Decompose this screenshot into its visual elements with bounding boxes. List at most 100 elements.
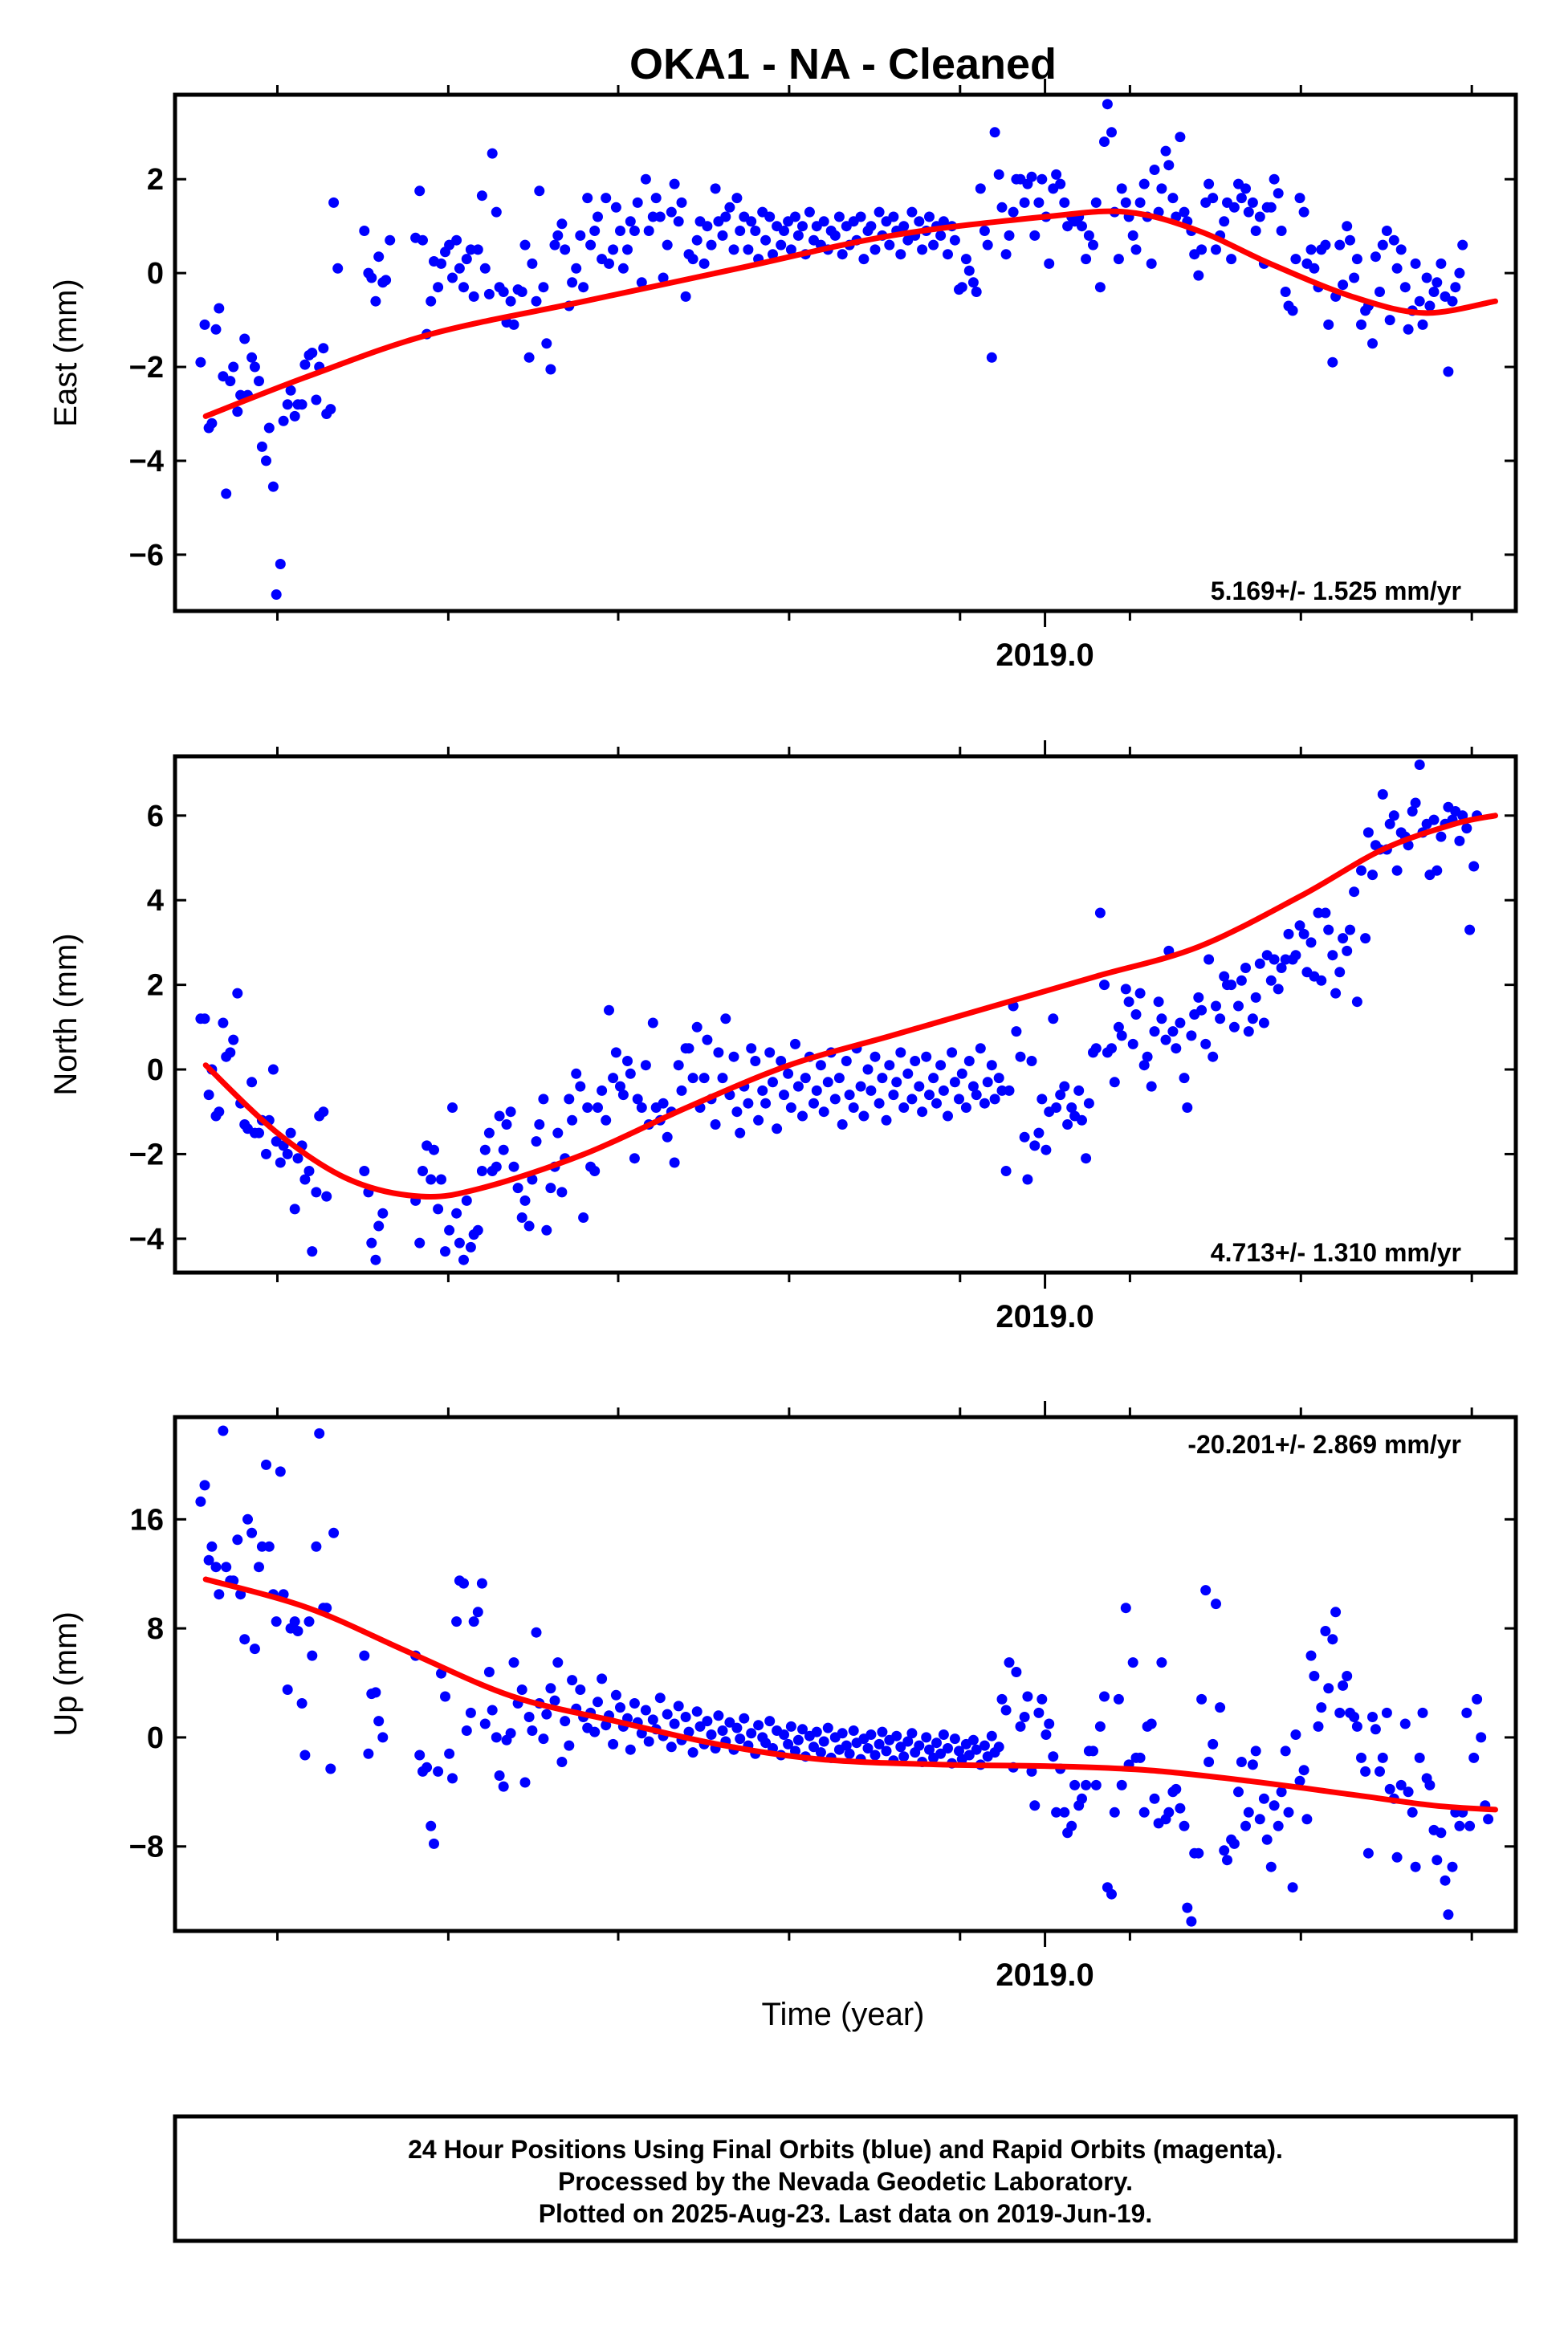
east-data-point bbox=[296, 399, 307, 410]
up-rate-label: -20.201+/- 2.869 mm/yr bbox=[1187, 1430, 1461, 1459]
east-data-point bbox=[979, 226, 990, 236]
north-data-point bbox=[491, 1161, 502, 1172]
north-data-point bbox=[1004, 1085, 1015, 1096]
east-data-point bbox=[837, 249, 848, 260]
north-data-point bbox=[292, 1153, 303, 1164]
east-data-point bbox=[1391, 263, 1403, 274]
north-data-point bbox=[1338, 933, 1349, 944]
up-data-point bbox=[221, 1562, 232, 1573]
up-data-point bbox=[1099, 1691, 1110, 1702]
up-data-point bbox=[1127, 1657, 1138, 1668]
up-data-point bbox=[303, 1616, 315, 1627]
east-data-point bbox=[1305, 244, 1317, 255]
east-data-point bbox=[1127, 230, 1138, 241]
up-data-point bbox=[1356, 1752, 1366, 1763]
up-data-point bbox=[597, 1673, 608, 1684]
up-data-point bbox=[422, 1762, 433, 1773]
north-data-point bbox=[829, 1094, 841, 1105]
east-data-point bbox=[1276, 226, 1287, 236]
north-data-point bbox=[764, 1047, 776, 1058]
north-data-point bbox=[1113, 1021, 1124, 1033]
up-data-point bbox=[841, 1740, 852, 1751]
north-data-point bbox=[797, 1110, 808, 1122]
up-data-point bbox=[195, 1496, 206, 1507]
up-data-point bbox=[654, 1693, 666, 1704]
north-rate-label: 4.713+/- 1.310 mm/yr bbox=[1211, 1238, 1461, 1267]
north-data-point bbox=[1219, 971, 1230, 982]
north-data-point bbox=[746, 1043, 757, 1054]
north-data-point bbox=[717, 1073, 728, 1084]
north-ytick-label: 0 bbox=[147, 1053, 164, 1087]
east-data-point bbox=[1088, 239, 1098, 251]
up-data-point bbox=[1196, 1693, 1208, 1705]
up-data-point bbox=[314, 1428, 325, 1439]
up-data-point bbox=[1313, 1721, 1324, 1732]
up-data-point bbox=[625, 1744, 636, 1755]
north-data-point bbox=[282, 1148, 293, 1159]
east-data-point bbox=[855, 211, 866, 222]
up-data-point bbox=[610, 1689, 621, 1701]
north-data-point bbox=[790, 1038, 800, 1049]
east-data-point bbox=[1019, 197, 1030, 208]
up-data-point bbox=[275, 1466, 286, 1477]
north-data-point bbox=[318, 1106, 329, 1118]
up-data-point bbox=[545, 1683, 556, 1694]
north-data-point bbox=[1081, 1153, 1092, 1164]
up-data-point bbox=[1417, 1707, 1428, 1718]
north-xtick-label: 2019.0 bbox=[996, 1299, 1094, 1334]
east-data-point bbox=[1349, 272, 1360, 283]
east-data-point bbox=[865, 221, 877, 232]
up-data-point bbox=[487, 1705, 498, 1716]
up-data-point bbox=[465, 1707, 476, 1718]
up-data-point bbox=[519, 1777, 531, 1788]
up-data-point bbox=[1200, 1585, 1212, 1596]
east-data-point bbox=[271, 589, 282, 600]
north-data-point bbox=[702, 1034, 713, 1045]
east-data-point bbox=[720, 211, 731, 222]
up-data-point bbox=[1454, 1820, 1465, 1831]
up-data-point bbox=[1236, 1757, 1247, 1767]
north-data-point bbox=[1330, 988, 1342, 999]
east-data-point bbox=[1351, 254, 1362, 265]
up-data-point bbox=[979, 1740, 990, 1751]
north-data-point bbox=[199, 1013, 210, 1024]
east-data-point bbox=[1247, 197, 1258, 208]
north-data-point bbox=[1055, 1090, 1066, 1101]
north-data-point bbox=[589, 1166, 601, 1176]
east-data-point bbox=[1090, 197, 1102, 208]
north-data-point bbox=[615, 1081, 625, 1092]
up-data-point bbox=[1476, 1732, 1487, 1743]
north-data-point bbox=[519, 1195, 531, 1206]
east-data-point bbox=[261, 455, 271, 466]
north-data-point bbox=[444, 1224, 455, 1236]
east-data-point bbox=[267, 481, 279, 492]
north-data-point bbox=[1436, 831, 1447, 842]
north-data-point bbox=[1349, 886, 1360, 898]
north-data-point bbox=[1280, 954, 1291, 965]
up-data-point bbox=[1163, 1807, 1175, 1818]
north-data-point bbox=[914, 1081, 925, 1092]
east-rate-label: 5.169+/- 1.525 mm/yr bbox=[1211, 576, 1461, 605]
north-data-point bbox=[963, 1056, 975, 1066]
north-data-point bbox=[458, 1254, 469, 1265]
east-data-point bbox=[1055, 178, 1066, 189]
north-data-point bbox=[593, 1102, 603, 1113]
east-data-point bbox=[1116, 183, 1127, 194]
north-data-point bbox=[359, 1166, 370, 1176]
north-data-point bbox=[622, 1056, 633, 1066]
east-data-point bbox=[359, 226, 370, 236]
east-data-point bbox=[1008, 206, 1019, 218]
up-data-point bbox=[483, 1667, 495, 1677]
up-data-point bbox=[1081, 1779, 1092, 1790]
up-data-point bbox=[1069, 1779, 1081, 1790]
east-data-point bbox=[632, 197, 643, 208]
north-data-point bbox=[1323, 924, 1334, 935]
north-data-point bbox=[1000, 1166, 1012, 1176]
up-frame bbox=[173, 1415, 1518, 1933]
up-data-point bbox=[943, 1743, 953, 1754]
north-data-point bbox=[1120, 984, 1131, 995]
up-data-point bbox=[1330, 1607, 1342, 1618]
north-data-point bbox=[772, 1123, 783, 1134]
east-ytick-label: −4 bbox=[129, 445, 164, 479]
east-data-point bbox=[858, 254, 870, 265]
